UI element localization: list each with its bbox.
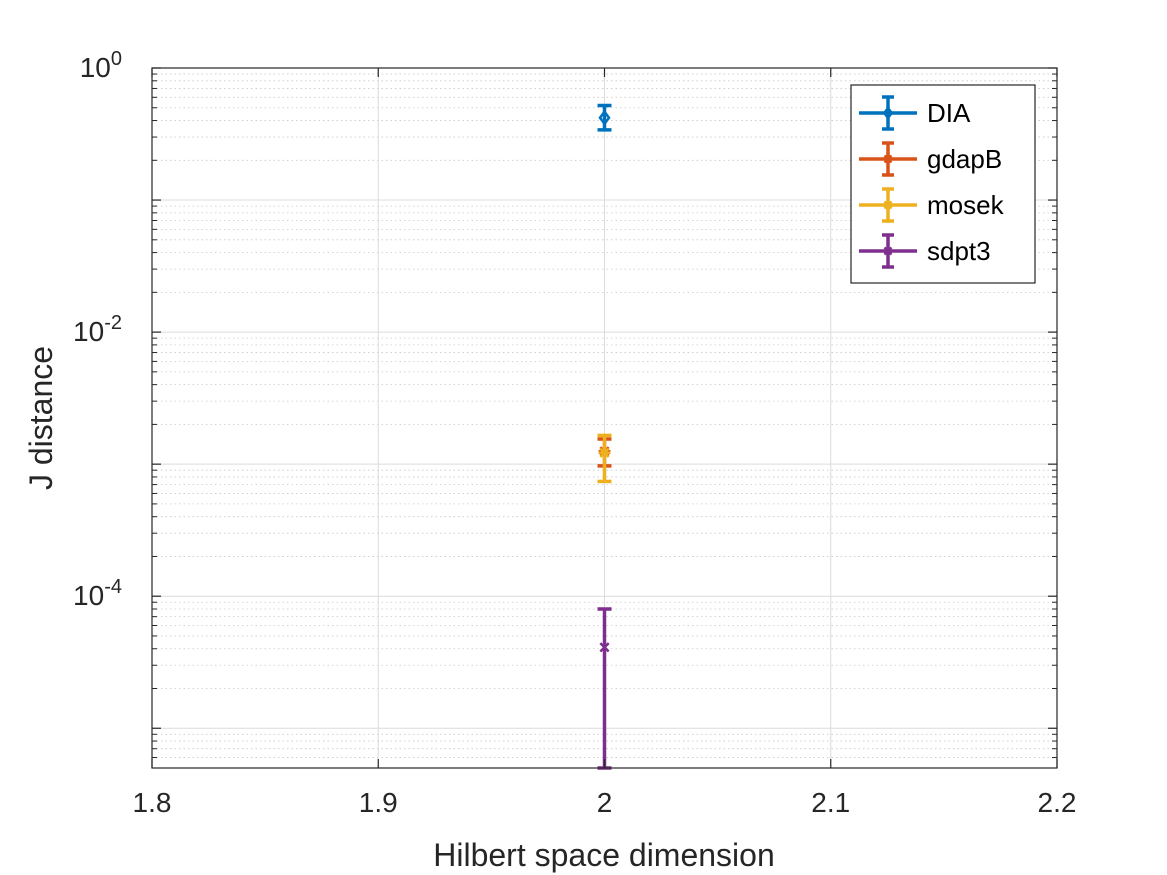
legend-label: sdpt3 bbox=[927, 236, 991, 266]
legend-label: DIA bbox=[927, 98, 971, 128]
y-tick-label: 10-4 bbox=[73, 576, 122, 611]
x-marker bbox=[599, 642, 610, 653]
y-axis-ticks: 100 10-2 10-4 bbox=[73, 48, 1057, 759]
asterisk-marker bbox=[598, 446, 611, 459]
legend-item: gdapB bbox=[859, 141, 1002, 177]
y-axis-title: J distance bbox=[23, 346, 59, 490]
y-tick-label: 100 bbox=[80, 48, 122, 83]
legend-label: mosek bbox=[927, 190, 1005, 220]
asterisk-marker bbox=[883, 154, 893, 164]
x-tick-label: 2.1 bbox=[811, 787, 850, 818]
asterisk-marker bbox=[883, 200, 893, 210]
x-axis-title: Hilbert space dimension bbox=[433, 837, 775, 873]
legend: DIA gdapB mosek sdpt3 bbox=[850, 84, 1036, 284]
y-tick-label: 10-2 bbox=[73, 312, 122, 347]
legend-item: sdpt3 bbox=[859, 233, 991, 269]
x-tick-label: 2.2 bbox=[1038, 787, 1077, 818]
x-axis-ticks: 1.8 1.9 2 2.1 2.2 bbox=[133, 68, 1077, 818]
series-DIA bbox=[597, 103, 612, 132]
x-tick-label: 2 bbox=[597, 787, 613, 818]
legend-item: DIA bbox=[859, 95, 971, 131]
x-tick-label: 1.9 bbox=[359, 787, 398, 818]
series-mosek bbox=[597, 433, 612, 484]
diamond-marker bbox=[882, 105, 894, 121]
legend-label: gdapB bbox=[927, 144, 1002, 174]
diamond-marker bbox=[598, 109, 611, 126]
legend-item: mosek bbox=[859, 187, 1005, 223]
x-tick-label: 1.8 bbox=[133, 787, 172, 818]
x-marker bbox=[883, 246, 893, 256]
